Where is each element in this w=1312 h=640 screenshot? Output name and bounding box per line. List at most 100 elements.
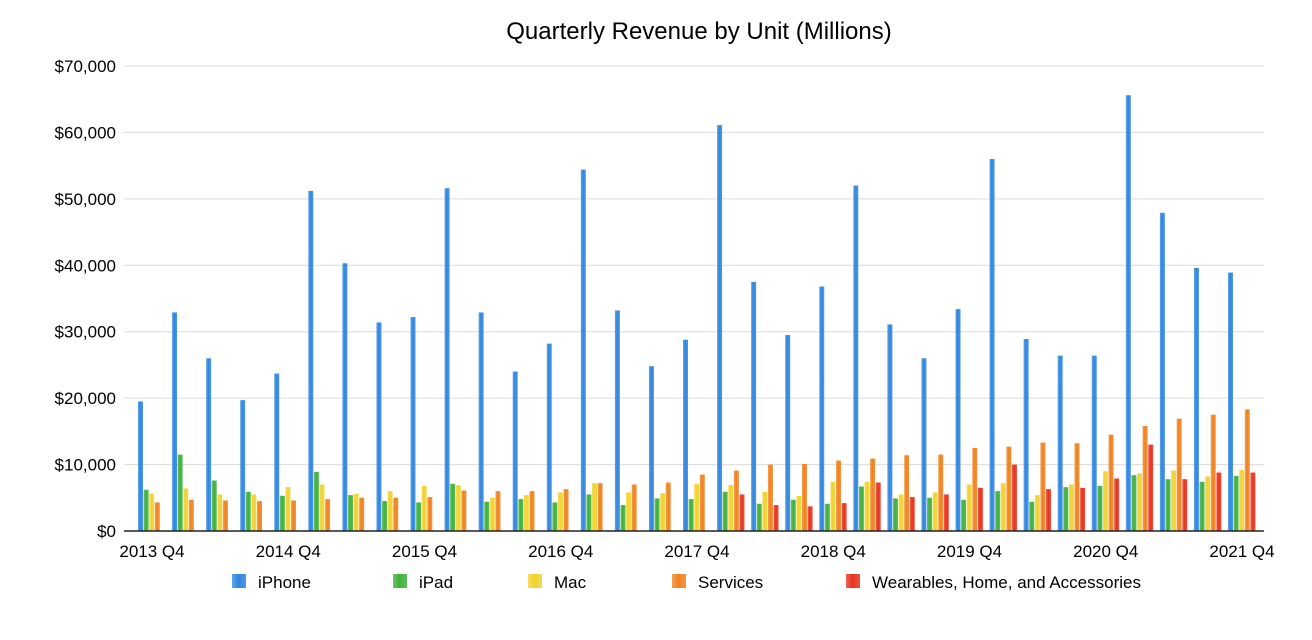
bar-wearables-home-and-accessories xyxy=(1216,472,1222,531)
bar-ipad xyxy=(450,483,456,531)
bar-mac xyxy=(830,481,836,531)
bar-iphone xyxy=(853,185,859,531)
bar-services xyxy=(1176,418,1182,531)
bar-services xyxy=(154,502,160,531)
bar-ipad xyxy=(1097,485,1103,531)
bar-services xyxy=(461,490,467,531)
bar-mac xyxy=(1000,483,1006,531)
bar-services xyxy=(1142,426,1148,531)
bar-mac xyxy=(149,493,155,531)
bar-iphone xyxy=(1159,212,1165,531)
bar-mac xyxy=(796,495,802,531)
bar-iphone xyxy=(683,339,688,531)
bar-ipad xyxy=(654,498,660,531)
bar-services xyxy=(801,463,807,531)
bar-wearables-home-and-accessories xyxy=(909,497,915,531)
y-tick-label: $70,000 xyxy=(55,57,116,76)
bar-services xyxy=(529,491,535,531)
bar-mac xyxy=(523,495,529,531)
y-tick-label: $50,000 xyxy=(55,190,116,209)
bar-iphone xyxy=(444,188,450,532)
legend-label: Services xyxy=(698,573,763,592)
legend-swatch xyxy=(846,574,860,588)
x-tick-label: 2013 Q4 xyxy=(119,542,184,561)
bar-services xyxy=(291,500,297,531)
y-tick-label: $60,000 xyxy=(55,123,116,142)
bar-wearables-home-and-accessories xyxy=(875,482,881,531)
bar-ipad xyxy=(313,471,319,531)
bar-wearables-home-and-accessories xyxy=(1046,489,1052,531)
bar-iphone xyxy=(274,373,280,531)
bar-mac xyxy=(489,497,495,531)
bar-mac xyxy=(421,485,427,531)
x-tick-label: 2016 Q4 xyxy=(528,542,593,561)
bar-mac xyxy=(387,491,393,531)
bar-ipad xyxy=(586,494,592,531)
bar-iphone xyxy=(614,310,620,531)
bar-iphone xyxy=(648,366,654,531)
bar-mac xyxy=(183,488,189,531)
bar-wearables-home-and-accessories xyxy=(1148,444,1154,531)
bar-ipad xyxy=(484,501,490,531)
bar-mac xyxy=(864,481,870,531)
bar-services xyxy=(597,483,603,531)
legend-label: iPad xyxy=(419,573,453,592)
legend: iPhone iPad Mac Services Wearables, Home, an… xyxy=(232,573,1141,592)
bar-wearables-home-and-accessories xyxy=(1080,487,1086,531)
bar-services xyxy=(393,497,399,531)
bar-services xyxy=(665,482,671,531)
bar-mac xyxy=(1205,476,1211,531)
legend-label: Wearables, Home, and Accessories xyxy=(872,573,1141,592)
bar-wearables-home-and-accessories xyxy=(1011,464,1017,531)
bar-services xyxy=(427,497,433,531)
bar-ipad xyxy=(1029,501,1035,531)
bar-services xyxy=(1074,443,1080,531)
bar-wearables-home-and-accessories xyxy=(1182,479,1188,531)
bar-wearables-home-and-accessories xyxy=(1250,472,1256,531)
bar-iphone xyxy=(921,358,927,531)
bar-mac xyxy=(932,492,938,531)
bar-ipad xyxy=(177,454,183,531)
bar-services xyxy=(256,501,262,531)
bar-mac xyxy=(898,494,904,531)
bar-ipad xyxy=(1199,481,1205,531)
bar-ipad xyxy=(279,495,285,531)
bar-services xyxy=(1210,414,1216,531)
bar-wearables-home-and-accessories xyxy=(1114,478,1120,531)
bar-mac xyxy=(1102,471,1108,531)
bar-wearables-home-and-accessories xyxy=(773,505,779,531)
bar-services xyxy=(836,460,842,531)
bar-ipad xyxy=(518,499,524,531)
bar-iphone xyxy=(819,286,825,531)
bar-ipad xyxy=(927,497,933,531)
bar-iphone xyxy=(955,309,961,531)
bar-wearables-home-and-accessories xyxy=(943,494,949,531)
bar-services xyxy=(563,489,569,531)
bar-services xyxy=(359,497,365,531)
x-tick-label: 2021 Q4 xyxy=(1209,542,1274,561)
bar-services xyxy=(1006,446,1012,531)
bar-mac xyxy=(660,493,666,531)
bar-ipad xyxy=(756,503,762,531)
bar-iphone xyxy=(1125,95,1131,531)
bar-ipad xyxy=(416,502,422,531)
bar-ipad xyxy=(892,498,898,531)
bar-services xyxy=(938,454,944,531)
bar-mac xyxy=(557,492,563,531)
bar-services xyxy=(904,455,910,531)
bar-ipad xyxy=(620,505,626,531)
bar-mac xyxy=(285,487,291,531)
legend-swatch xyxy=(232,574,246,588)
bar-iphone xyxy=(989,159,995,531)
bar-iphone xyxy=(342,263,348,531)
y-axis-tick-labels: $0 $10,000 $20,000 $30,000 $40,000 $50,000 $60… xyxy=(55,57,116,541)
bar-ipad xyxy=(790,499,796,531)
bar-mac xyxy=(1171,470,1177,531)
bar-iphone xyxy=(240,400,246,531)
bar-mac xyxy=(592,483,598,531)
bar-services xyxy=(495,491,501,531)
y-tick-label: $20,000 xyxy=(55,389,116,408)
bar-iphone xyxy=(785,335,791,531)
bar-ipad xyxy=(245,491,251,531)
bar-ipad xyxy=(824,503,830,531)
